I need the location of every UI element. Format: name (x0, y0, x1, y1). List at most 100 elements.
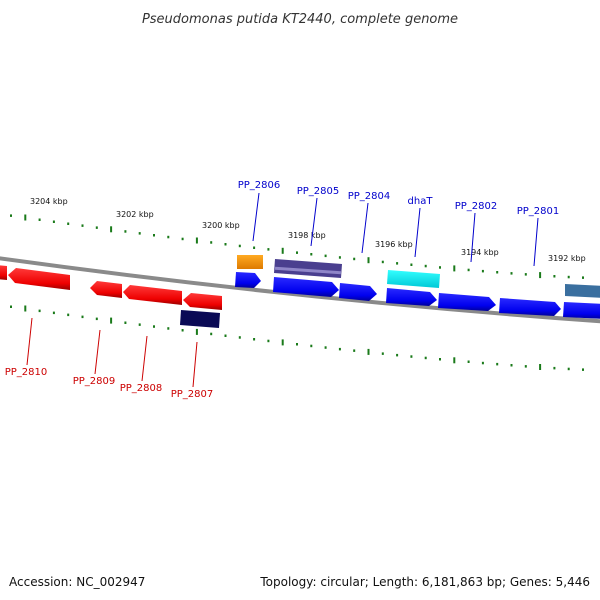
feature-cyan[interactable] (387, 270, 440, 288)
scale-tick (453, 265, 456, 272)
scale-tick (524, 365, 527, 368)
scale-tick (338, 256, 341, 259)
scale-tick (324, 254, 327, 258)
scale-tick (224, 243, 227, 246)
scale-tick (510, 364, 513, 367)
scale-tick (195, 237, 198, 244)
scale-tick (410, 263, 413, 266)
gene-arrow-reverse[interactable] (90, 281, 122, 298)
scale-tick (381, 352, 384, 355)
gene-arrow-forward[interactable] (386, 288, 437, 306)
gene-arrow-forward[interactable] (563, 302, 600, 319)
scale-tick (424, 356, 427, 360)
gene-arrow-reverse[interactable] (123, 285, 182, 305)
scale-tick (181, 237, 184, 241)
scale-tick (52, 311, 55, 315)
scale-tick (81, 315, 84, 319)
scale-tick (310, 253, 313, 256)
scale-tick (181, 329, 184, 332)
scale-tick (396, 262, 399, 265)
scale-tick (281, 339, 284, 346)
scale-tick (367, 257, 370, 264)
scale-tick (38, 309, 41, 313)
scale-tick (238, 336, 241, 339)
scale-tick (224, 334, 227, 337)
scale-tick (95, 226, 98, 229)
feature-orange[interactable] (237, 255, 263, 269)
leader-line (94, 329, 101, 375)
scale-tick (381, 260, 384, 264)
scale-tick (167, 327, 170, 330)
scale-tick (281, 247, 284, 254)
scale-label-3200: 3200 kbp (202, 221, 240, 230)
scale-tick (338, 347, 341, 351)
scale-label-3202: 3202 kbp (116, 210, 154, 219)
scale-ticks-lower (10, 305, 584, 371)
scale-tick (52, 220, 55, 223)
scale-tick (95, 317, 98, 321)
scale-tick (353, 349, 356, 352)
accession-text: Accession: NC_002947 (9, 575, 145, 589)
genome-summary-text: Topology: circular; Length: 6,181,863 bp… (259, 575, 590, 589)
scale-tick (296, 251, 298, 254)
feature-navy[interactable] (180, 310, 220, 328)
feature-purple-shade (274, 266, 341, 275)
scale-tick (453, 357, 456, 364)
gene-arrow-reverse[interactable] (0, 265, 7, 280)
leader-line (310, 197, 318, 247)
gene-label-pp2808[interactable]: PP_2808 (120, 383, 163, 394)
gene-arrow-reverse[interactable] (183, 293, 222, 310)
scale-tick (410, 355, 413, 358)
feature-steel[interactable] (565, 284, 600, 298)
scale-tick (310, 344, 313, 348)
gene-label-dhat[interactable]: dhaT (408, 196, 434, 207)
gene-label-pp2801[interactable]: PP_2801 (517, 206, 560, 217)
gene-label-pp2809[interactable]: PP_2809 (73, 376, 116, 387)
scale-tick (467, 360, 470, 363)
gene-label-pp2806[interactable]: PP_2806 (238, 180, 281, 191)
scale-label-3192: 3192 kbp (548, 254, 586, 263)
leader-line (252, 192, 260, 242)
scale-tick (353, 257, 356, 261)
gene-label-pp2802[interactable]: PP_2802 (455, 201, 498, 212)
gene-arrow-forward[interactable] (438, 293, 496, 311)
gene-arrow-forward[interactable] (499, 298, 561, 316)
scale-label-3198: 3198 kbp (288, 231, 326, 240)
leader-line (26, 317, 33, 366)
scale-tick (296, 343, 298, 346)
gene-arrow-forward[interactable] (273, 277, 339, 297)
scale-tick (124, 321, 127, 324)
gene-label-pp2805[interactable]: PP_2805 (297, 186, 340, 197)
scale-tick (481, 269, 484, 273)
scale-label-3196: 3196 kbp (375, 240, 413, 249)
scale-tick (67, 222, 70, 225)
scale-tick (124, 230, 127, 233)
scale-tick (539, 272, 542, 279)
feature-purple[interactable] (274, 259, 342, 278)
gene-label-pp2807[interactable]: PP_2807 (171, 389, 214, 400)
scale-tick (324, 346, 327, 349)
map-title: Pseudomonas putida KT2440, complete geno… (142, 12, 458, 27)
scale-label-3204: 3204 kbp (30, 197, 68, 206)
gene-label-pp2810[interactable]: PP_2810 (5, 367, 48, 378)
scale-tick (10, 305, 12, 308)
leader-line (470, 212, 476, 263)
scale-tick (539, 364, 542, 370)
scale-tick (38, 218, 41, 221)
scale-tick (195, 328, 198, 335)
scale-tick (510, 272, 513, 275)
leader-line (192, 341, 198, 388)
scale-tick (10, 214, 12, 217)
scale-tick (481, 361, 484, 365)
scale-tick (138, 232, 141, 235)
leader-line (141, 335, 148, 382)
gene-arrow-forward[interactable] (235, 272, 261, 288)
gene-label-pp2804[interactable]: PP_2804 (348, 191, 391, 202)
scale-tick (496, 271, 499, 274)
gene-arrow-reverse[interactable] (8, 268, 70, 290)
scale-tick (24, 305, 27, 312)
gene-arrow-forward[interactable] (339, 283, 377, 301)
scale-tick (267, 248, 270, 251)
scale-tick (210, 332, 213, 336)
scale-tick (439, 358, 441, 361)
